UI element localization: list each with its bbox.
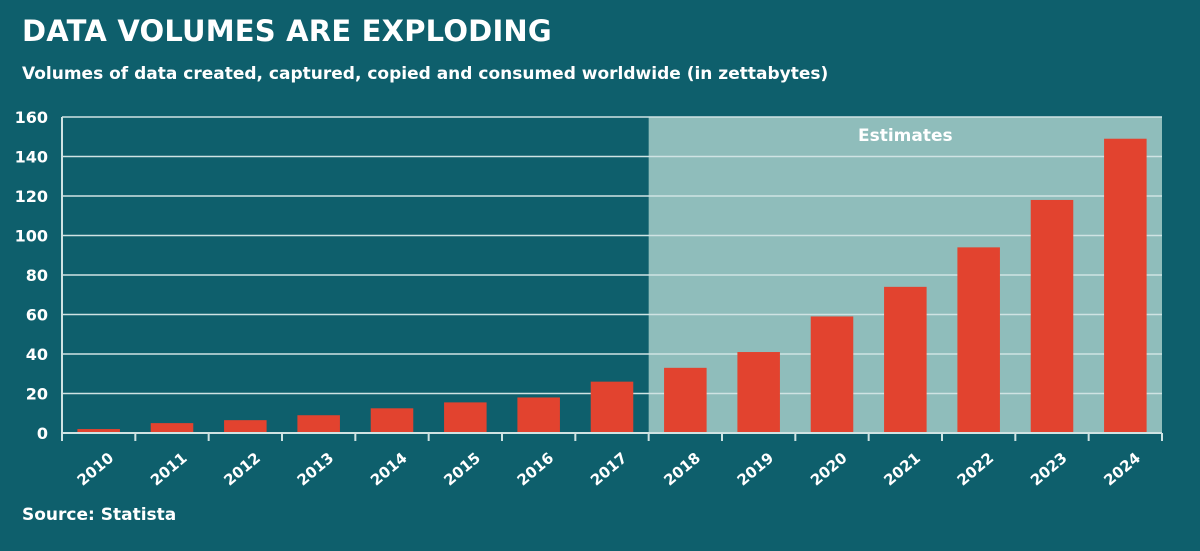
bar-2017	[590, 381, 634, 433]
y-tick-label: 160	[15, 108, 48, 127]
chart-subtitle: Volumes of data created, captured, copie…	[22, 64, 829, 84]
bar-2015	[444, 402, 487, 433]
chart-title: DATA VOLUMES ARE EXPLODING	[22, 14, 552, 48]
bar-2018	[664, 367, 707, 433]
estimates-label: Estimates	[858, 126, 953, 146]
bar-2013	[297, 415, 340, 433]
x-tick-label: 2016	[514, 449, 558, 490]
x-axis-ticks: 2010 2011 2012 2013 2014 2015 2016 2017 2018 2019…	[74, 449, 1144, 490]
source-note: Source: Statista	[22, 505, 177, 525]
bar-2024	[1104, 138, 1147, 433]
x-tick-label: 2023	[1027, 449, 1071, 490]
y-tick-label: 20	[26, 385, 48, 404]
bar-2023	[1030, 199, 1074, 433]
bar-2010	[77, 429, 120, 433]
x-tick-label: 2015	[440, 449, 484, 490]
axes	[61, 117, 1163, 441]
x-tick-label: 2020	[807, 449, 851, 490]
y-tick-label: 100	[15, 227, 48, 246]
y-tick-label: 60	[26, 306, 48, 325]
y-tick-label: 40	[26, 345, 48, 364]
bar-2011	[150, 423, 194, 433]
x-tick-label: 2022	[954, 449, 998, 490]
x-tick-label: 2011	[147, 449, 191, 490]
x-tick-label: 2018	[660, 449, 704, 490]
y-tick-label: 0	[37, 424, 48, 443]
bar-2016	[517, 397, 560, 433]
bar-2021	[884, 286, 927, 433]
bar-2019	[737, 352, 780, 433]
y-axis-ticks: 0 20 40 60 80 100 120 140 160	[15, 108, 48, 443]
y-tick-label: 120	[15, 187, 48, 206]
x-tick-label: 2021	[880, 449, 924, 490]
bars	[77, 138, 1147, 433]
bar-2012	[224, 420, 267, 433]
x-tick-label: 2012	[220, 449, 264, 490]
bar-2014	[370, 408, 414, 433]
bar-2020	[810, 316, 854, 433]
x-tick-label: 2010	[74, 449, 118, 490]
y-tick-label: 140	[15, 148, 48, 167]
bar-2022	[957, 247, 1000, 433]
x-tick-label: 2017	[587, 449, 631, 490]
x-tick-label: 2019	[734, 449, 778, 490]
x-tick-label: 2024	[1100, 449, 1144, 490]
x-tick-label: 2014	[367, 449, 411, 490]
y-tick-label: 80	[26, 266, 48, 285]
x-tick-label: 2013	[294, 449, 338, 490]
